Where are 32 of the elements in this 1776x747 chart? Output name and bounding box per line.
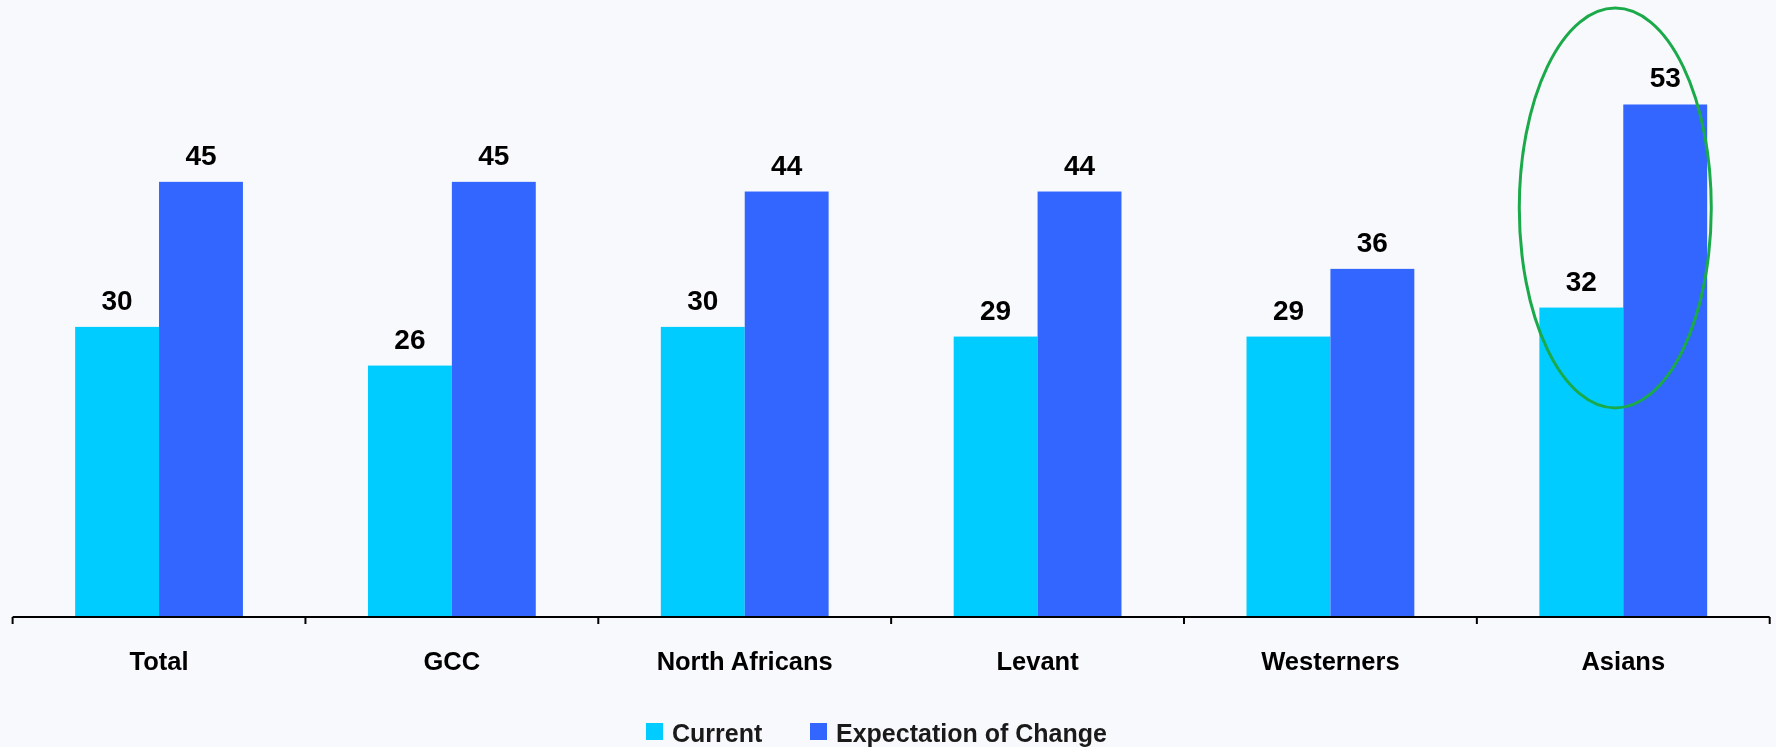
data-label: 30 xyxy=(101,284,133,316)
data-label: 29 xyxy=(1272,294,1305,326)
legend-label: Expectation of Change xyxy=(836,719,1107,747)
data-label: 30 xyxy=(687,284,719,316)
bar xyxy=(1623,104,1708,617)
x-tick-label: Total xyxy=(129,647,189,675)
data-label: 45 xyxy=(185,139,217,171)
bar xyxy=(744,191,829,617)
legend-label: Current xyxy=(672,719,763,747)
data-label: 44 xyxy=(771,149,803,181)
x-tick-label: Levant xyxy=(996,647,1080,675)
bar xyxy=(1037,191,1122,617)
data-label: 32 xyxy=(1565,265,1597,297)
bar xyxy=(451,181,536,617)
bar xyxy=(367,365,452,617)
bar xyxy=(953,336,1038,617)
bar xyxy=(1330,268,1415,617)
x-tick-label: Westerners xyxy=(1261,647,1400,675)
x-tick-label: Asians xyxy=(1581,647,1666,675)
x-tick-label: North Africans xyxy=(656,647,833,675)
bar xyxy=(159,181,243,617)
bar xyxy=(75,326,160,617)
data-label: 29 xyxy=(980,294,1012,326)
bar xyxy=(1246,336,1331,617)
data-label: 26 xyxy=(394,323,426,355)
bar xyxy=(660,326,745,617)
x-tick-label: GCC xyxy=(423,647,481,675)
data-label: 44 xyxy=(1063,149,1096,181)
bar xyxy=(1539,307,1624,617)
data-label: 36 xyxy=(1356,226,1388,258)
data-label: 53 xyxy=(1649,62,1681,94)
data-label: 45 xyxy=(478,139,510,171)
